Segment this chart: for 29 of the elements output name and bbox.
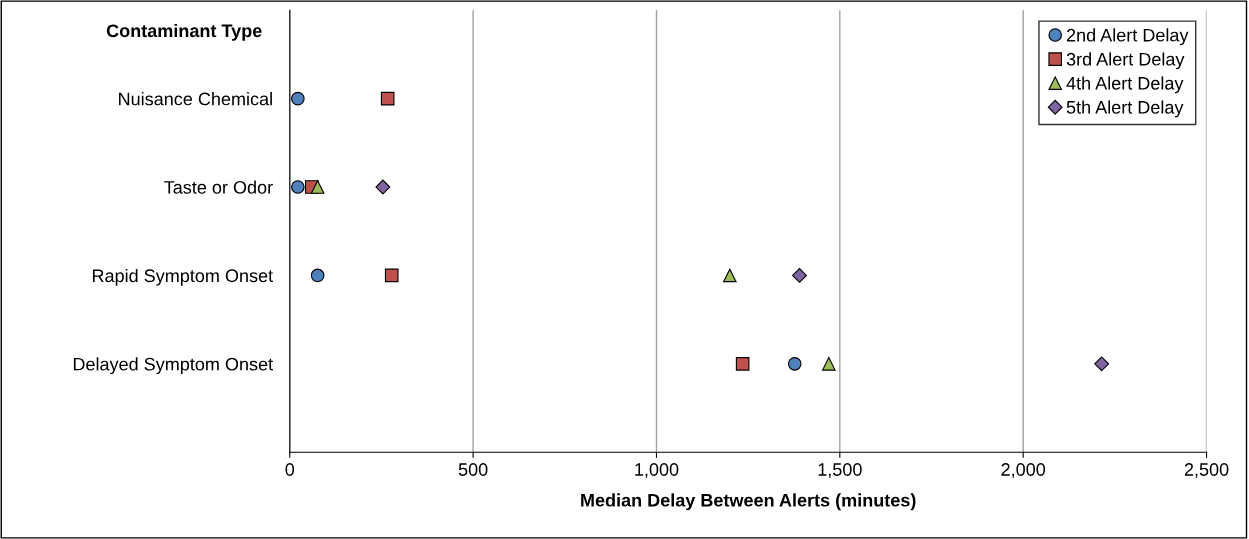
- x-tick-label: 2,000: [1001, 463, 1046, 479]
- legend-label: 4th Alert Delay: [1066, 76, 1184, 94]
- legend-label: 3rd Alert Delay: [1066, 52, 1185, 70]
- point: [787, 357, 802, 371]
- y-tick-label: Taste or Odor: [164, 180, 273, 194]
- y-tick-label: Delayed Symptom Onset: [73, 357, 273, 375]
- point: [735, 357, 750, 371]
- legend-label: 5th Alert Delay: [1066, 100, 1184, 118]
- point: [291, 91, 305, 106]
- x-tick-label: 2,500: [1184, 463, 1229, 479]
- legend-label: 2nd Alert Delay: [1066, 28, 1189, 46]
- point: [723, 268, 737, 283]
- x-tick-label: 500: [458, 463, 488, 476]
- point: [1094, 356, 1110, 372]
- y-axis-title: Contaminant Type: [106, 23, 262, 41]
- y-tick-label: Nuisance Chemical: [119, 92, 272, 106]
- point: [822, 357, 836, 371]
- x-tick-label: 1,500: [818, 463, 862, 479]
- point: [384, 268, 399, 283]
- point: [291, 180, 305, 194]
- x-tick-label: 1,000: [635, 463, 679, 479]
- point: [375, 179, 391, 195]
- point: [310, 180, 325, 194]
- point: [380, 91, 395, 106]
- x-tick-label: 0: [285, 463, 295, 476]
- point: [792, 267, 807, 283]
- y-tick-label: Rapid Symptom Onset: [92, 268, 273, 286]
- x-axis-title: Median Delay Between Alerts (minutes): [581, 493, 916, 511]
- point: [310, 268, 325, 283]
